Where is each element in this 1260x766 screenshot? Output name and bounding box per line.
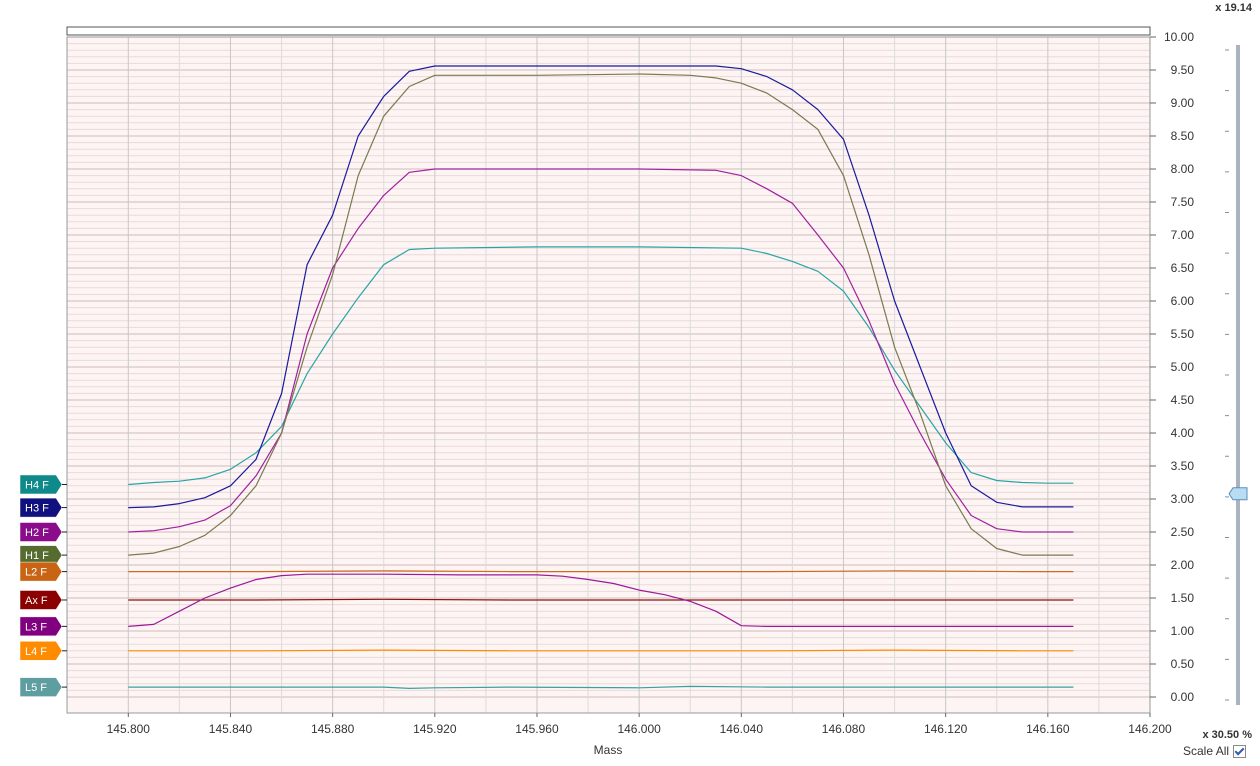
series-tag-label: H1 F	[25, 550, 49, 562]
series-tag-l3-f[interactable]: L3 F	[19, 616, 67, 637]
x-tick-label: 145.800	[107, 722, 151, 736]
x-tick-label: 146.040	[720, 722, 764, 736]
series-tag-label: L2 F	[25, 567, 47, 579]
horizontal-scrollbar[interactable]	[66, 26, 1151, 36]
y-tick-label: 6.00	[1171, 294, 1195, 308]
y-tick-label: 6.50	[1171, 261, 1195, 275]
series-tag-label: L5 F	[25, 682, 47, 694]
y-tick-label: 9.00	[1171, 96, 1195, 110]
series-tag-shape	[19, 590, 63, 610]
series-tag-shape	[19, 545, 63, 565]
series-line-ax-f	[128, 598, 1074, 601]
series-tag-label: L4 F	[25, 646, 47, 658]
series-tags: H4 F H3 F H2 F H1 F L2 F Ax F L3 F L4 F L5 F	[19, 474, 67, 697]
y-tick-label: 1.50	[1171, 591, 1195, 605]
y-tick-label: 5.50	[1171, 327, 1195, 341]
series-tag-h1-f[interactable]: H1 F	[19, 545, 67, 565]
series-tag-shape	[19, 641, 63, 661]
x-tick-label: 146.080	[822, 722, 866, 736]
y-tick-label: 8.50	[1171, 129, 1195, 143]
x-axis: 145.800 145.840 145.880 145.920 145.960 146.0…	[107, 713, 1172, 736]
y-tick-label: 3.50	[1171, 459, 1195, 473]
scale-all-control[interactable]: Scale All	[1183, 744, 1247, 758]
scale-all-checkbox[interactable]	[1233, 744, 1247, 758]
y-tick-label: 7.00	[1171, 228, 1195, 242]
slider-thumb[interactable]	[1228, 487, 1248, 501]
series-tag-l2-f[interactable]: L2 F	[19, 561, 67, 582]
zoom-top-label: x 19.14	[1215, 2, 1253, 14]
x-tick-label: 145.840	[209, 722, 253, 736]
y-tick-label: 0.00	[1171, 690, 1195, 704]
zoom-slider[interactable]	[1225, 45, 1248, 705]
x-tick-label: 146.160	[1026, 722, 1070, 736]
series-tag-h3-f[interactable]: H3 F	[19, 497, 67, 518]
y-tick-label: 9.50	[1171, 63, 1195, 77]
y-tick-label: 3.00	[1171, 492, 1195, 506]
series-tag-shape	[19, 522, 63, 542]
plot-frame	[66, 36, 1151, 714]
x-tick-label: 146.000	[617, 722, 661, 736]
series-line-h3-f	[128, 65, 1074, 509]
x-tick-label: 145.880	[311, 722, 355, 736]
series-line-h4-f	[128, 246, 1074, 486]
series-tag-label: Ax F	[25, 595, 48, 607]
x-tick-label: 146.120	[924, 722, 968, 736]
series-tag-label: H4 F	[25, 479, 49, 491]
series-tag-ax-f[interactable]: Ax F	[19, 590, 67, 610]
zoom-bottom-label: x 30.50 %	[1202, 729, 1252, 741]
series-tag-label: L3 F	[25, 621, 47, 633]
y-axis: 0.00 0.50 1.00 1.50 2.00 2.50 3.00 3.50 4.00 4.50…	[1150, 30, 1194, 704]
series-tag-shape	[19, 677, 63, 697]
series-tag-shape	[19, 616, 63, 637]
y-tick-label: 4.50	[1171, 393, 1195, 407]
series-line-h1-f	[128, 73, 1074, 556]
series-tag-shape	[19, 561, 63, 582]
y-tick-label: 8.00	[1171, 162, 1195, 176]
series-tag-h4-f[interactable]: H4 F	[19, 474, 67, 495]
y-tick-label: 10.00	[1164, 30, 1194, 44]
series-tag-h2-f[interactable]: H2 F	[19, 522, 67, 542]
x-tick-label: 145.960	[515, 722, 559, 736]
series-tag-shape	[19, 497, 63, 518]
series-line-l2-f	[128, 570, 1074, 573]
series-line-h2-f	[128, 168, 1074, 533]
scale-all-label: Scale All	[1183, 744, 1230, 758]
y-tick-label: 5.00	[1171, 360, 1195, 374]
series-line-l4-f	[128, 649, 1074, 652]
series-tag-l4-f[interactable]: L4 F	[19, 641, 67, 661]
series-tag-shape	[19, 474, 63, 495]
series-tag-l5-f[interactable]: L5 F	[19, 677, 67, 697]
series-line-l3-f	[128, 573, 1074, 627]
y-tick-label: 1.00	[1171, 624, 1195, 638]
series-tag-label: H2 F	[25, 527, 49, 539]
y-tick-label: 0.50	[1171, 657, 1195, 671]
y-tick-label: 2.50	[1171, 525, 1195, 539]
series-line-l5-f	[128, 685, 1074, 689]
series-layer	[128, 65, 1074, 689]
x-tick-label: 146.200	[1128, 722, 1172, 736]
y-tick-label: 4.00	[1171, 426, 1195, 440]
y-tick-label: 7.50	[1171, 195, 1195, 209]
x-axis-title: Mass	[594, 743, 623, 757]
x-tick-label: 145.920	[413, 722, 457, 736]
series-tag-label: H3 F	[25, 503, 49, 515]
y-tick-label: 2.00	[1171, 558, 1195, 572]
slider-ticks	[1225, 49, 1229, 701]
